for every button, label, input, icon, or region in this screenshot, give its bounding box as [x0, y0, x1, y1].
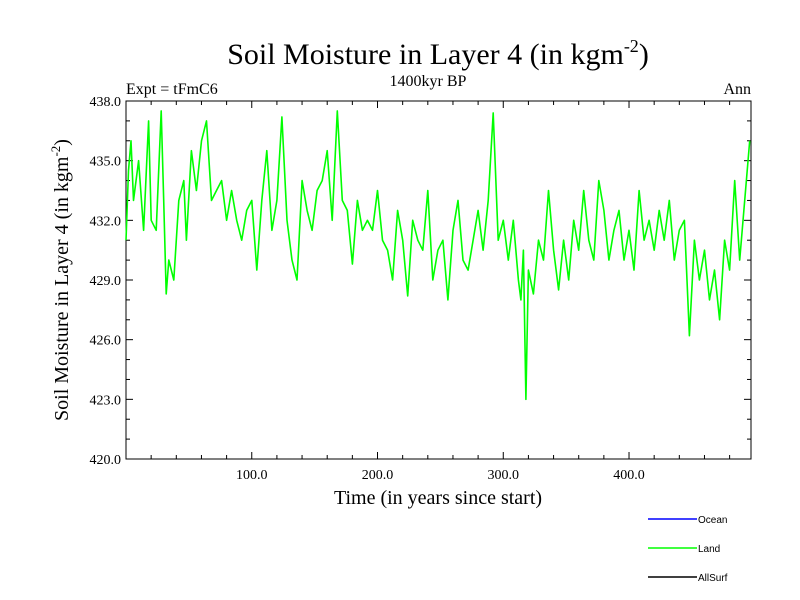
x-tick-label: 300.0 — [488, 468, 520, 483]
legend: Ocean Land AllSurf — [648, 515, 728, 584]
y-axis-label: Soil Moisture in Layer 4 (in kgm-2) — [48, 139, 73, 421]
y-axis-label-superscript: -2 — [48, 146, 63, 157]
legend-label-allsurf: AllSurf — [698, 573, 728, 584]
series-line-land — [125, 110, 751, 401]
x-tick-label: 400.0 — [613, 468, 645, 483]
x-tick-label: 200.0 — [362, 468, 394, 483]
y-tick-label: 438.0 — [90, 95, 122, 110]
axis-ticks: 100.0 200.0 300.0 400.0 420.0 423.0 426.0 429.0… — [90, 95, 751, 483]
subtitle-right: Ann — [723, 81, 751, 98]
y-tick-label: 420.0 — [90, 453, 122, 468]
legend-label-land: Land — [698, 544, 720, 555]
legend-label-ocean: Ocean — [698, 515, 727, 526]
y-axis-label-close: ) — [51, 139, 73, 146]
y-tick-label: 432.0 — [90, 214, 122, 229]
chart-title-superscript: -2 — [624, 36, 639, 56]
chart-title-close: ) — [639, 38, 649, 71]
chart-title-main: Soil Moisture in Layer 4 (in kgm — [227, 38, 624, 71]
subtitle-left: Expt = tFmC6 — [126, 81, 218, 98]
chart-title: Soil Moisture in Layer 4 (in kgm-2) — [227, 36, 649, 71]
series-layer — [125, 110, 751, 401]
plot-frame — [125, 100, 752, 460]
x-axis-label: Time (in years since start) — [334, 487, 542, 509]
y-tick-label: 423.0 — [90, 393, 122, 408]
y-tick-label: 426.0 — [90, 334, 122, 349]
y-tick-label: 429.0 — [90, 274, 122, 289]
subtitle-center: 1400kyr BP — [390, 73, 467, 90]
y-axis-label-main: Soil Moisture in Layer 4 (in kgm — [51, 156, 73, 421]
x-tick-label: 100.0 — [236, 468, 268, 483]
y-tick-label: 435.0 — [90, 155, 122, 170]
